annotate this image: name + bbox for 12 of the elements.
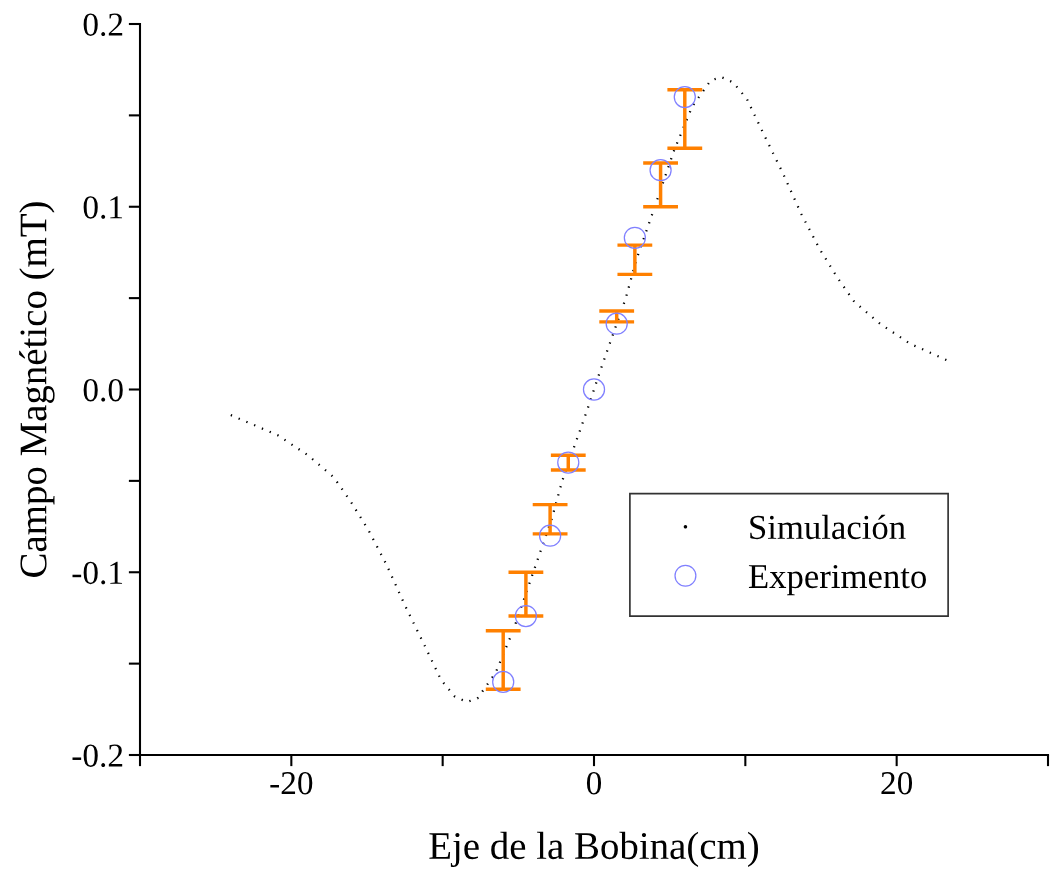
x-axis-title: Eje de la Bobina(cm) (429, 831, 759, 868)
legend-label: Experimento (748, 564, 926, 596)
x-tick-label: -20 (270, 771, 313, 795)
y-tick-label: 0.0 (83, 378, 123, 402)
y-axis-title: Campo Magnético (mT) (19, 202, 55, 577)
y-tick-label: 0.2 (83, 13, 123, 37)
x-tick-label: 0 (586, 771, 602, 795)
y-tick-label: -0.2 (72, 744, 123, 768)
x-tick-label: 20 (881, 771, 913, 795)
y-tick-label: 0.1 (83, 196, 123, 219)
legend-label: Simulación (750, 514, 906, 540)
y-tick-label: -0.1 (72, 561, 123, 585)
